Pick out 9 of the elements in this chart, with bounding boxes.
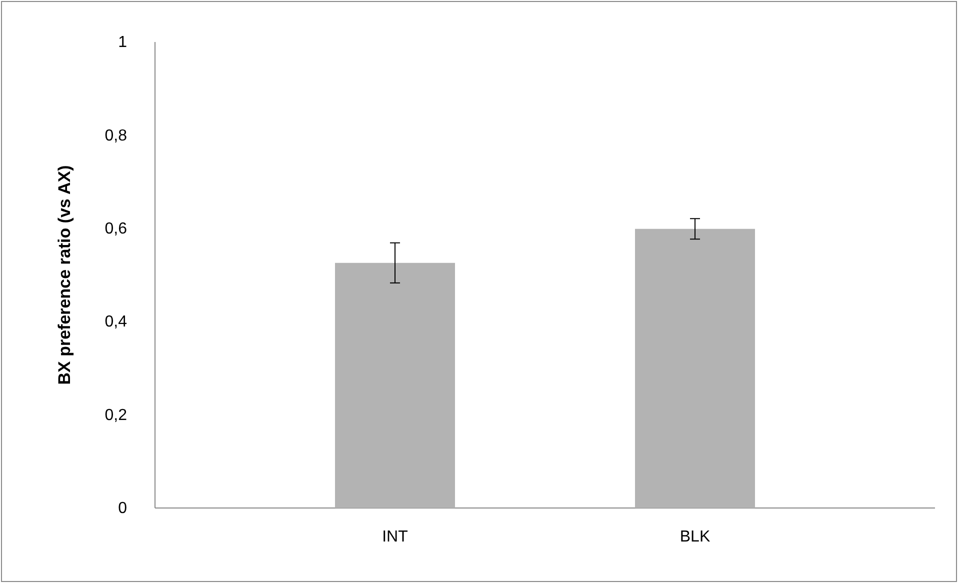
y-tick-label: 0,4 xyxy=(104,314,128,331)
x-tick-label: BLK xyxy=(680,528,710,546)
y-tick-label: 0,6 xyxy=(104,220,128,238)
y-axis-title: BX preference ratio (vs AX) xyxy=(55,165,74,385)
y-tick-label: 0,8 xyxy=(104,127,128,144)
x-tick-label: INT xyxy=(382,528,408,546)
y-tick-label: 0 xyxy=(118,500,128,518)
y-tick-label: 1 xyxy=(118,34,128,52)
y-tick-label: 0,2 xyxy=(104,406,128,424)
